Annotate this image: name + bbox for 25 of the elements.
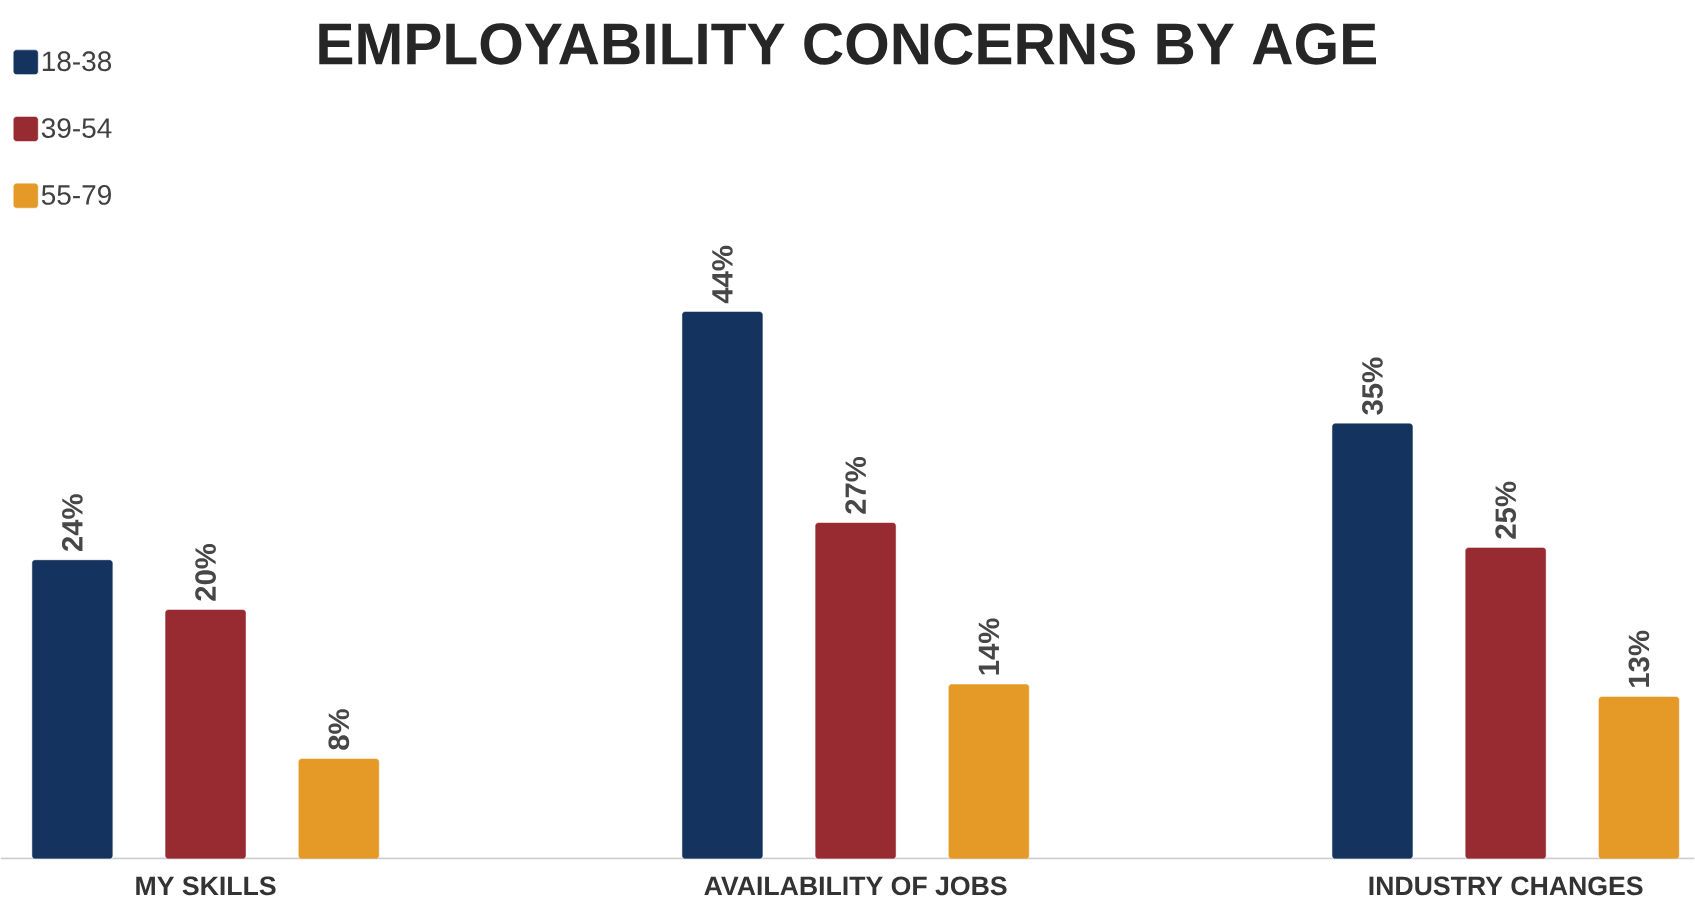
data-label: 8% <box>328 709 350 750</box>
data-label: 44% <box>712 245 733 304</box>
bar <box>298 758 380 859</box>
data-label: 27% <box>845 456 866 514</box>
bar <box>1598 696 1680 859</box>
data-label: 25% <box>1495 481 1517 539</box>
legend-label: 18-38 <box>42 51 112 71</box>
bar <box>1332 423 1413 859</box>
x-tick-label: INDUSTRY CHANGES <box>1369 876 1643 896</box>
x-tick-label: AVAILABILITY OF JOBS <box>704 876 1007 896</box>
bar <box>682 311 763 859</box>
legend-label: 39-54 <box>41 118 112 138</box>
bar <box>1465 547 1546 859</box>
x-tick-label: MY SKILLS <box>136 876 276 896</box>
data-label: 13% <box>1628 630 1650 687</box>
data-label: 20% <box>195 543 216 601</box>
bar <box>165 609 246 859</box>
chart-title: EMPLOYABILITY CONCERNS BY AGE <box>319 23 1376 65</box>
legend-label: 55-79 <box>41 184 111 205</box>
bar <box>32 559 113 859</box>
data-label: 35% <box>1362 357 1383 415</box>
bar <box>948 684 1030 859</box>
data-label: 24% <box>61 494 83 551</box>
data-label: 14% <box>978 618 1000 675</box>
bar <box>815 522 896 859</box>
